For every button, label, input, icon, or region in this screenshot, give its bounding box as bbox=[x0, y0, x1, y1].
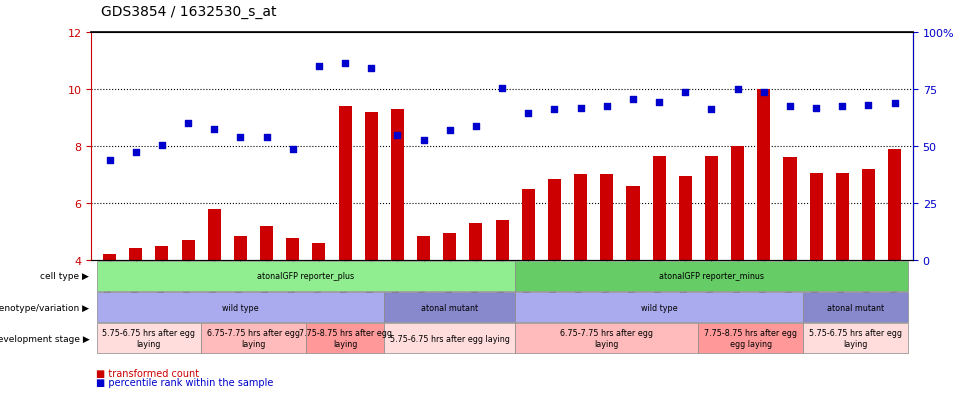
Bar bbox=[129, 249, 142, 260]
Bar bbox=[678, 176, 692, 260]
Bar bbox=[548, 179, 561, 260]
Text: ■ percentile rank within the sample: ■ percentile rank within the sample bbox=[96, 377, 274, 387]
Bar bbox=[601, 175, 613, 260]
Bar bbox=[705, 157, 718, 260]
Point bbox=[599, 104, 614, 110]
Bar bbox=[391, 110, 404, 260]
Bar bbox=[496, 221, 508, 260]
Point bbox=[678, 89, 693, 96]
Point bbox=[730, 87, 746, 93]
Text: 7.75-8.75 hrs after egg
laying: 7.75-8.75 hrs after egg laying bbox=[299, 329, 392, 348]
Text: atonal mutant: atonal mutant bbox=[826, 303, 884, 312]
Bar bbox=[627, 186, 639, 260]
Text: 6.75-7.75 hrs after egg
laying: 6.75-7.75 hrs after egg laying bbox=[207, 329, 300, 348]
Text: 6.75-7.75 hrs after egg
laying: 6.75-7.75 hrs after egg laying bbox=[560, 329, 653, 348]
Text: atonal mutant: atonal mutant bbox=[421, 303, 479, 312]
Bar bbox=[312, 243, 326, 260]
Bar bbox=[653, 157, 666, 260]
Bar bbox=[286, 239, 299, 260]
Point bbox=[311, 64, 327, 70]
Bar bbox=[208, 209, 221, 260]
Bar bbox=[836, 173, 849, 260]
Bar bbox=[862, 169, 875, 260]
Point bbox=[416, 138, 431, 144]
Text: GDS3854 / 1632530_s_at: GDS3854 / 1632530_s_at bbox=[101, 5, 277, 19]
Point bbox=[207, 126, 222, 133]
Bar bbox=[731, 147, 744, 260]
Point bbox=[363, 65, 379, 72]
Bar bbox=[338, 107, 352, 260]
Bar bbox=[522, 189, 535, 260]
Point bbox=[155, 142, 170, 149]
Point bbox=[390, 132, 406, 139]
Point bbox=[887, 101, 902, 107]
Bar bbox=[757, 90, 771, 260]
Text: wild type: wild type bbox=[222, 303, 259, 312]
Point bbox=[808, 105, 824, 112]
Bar bbox=[365, 113, 378, 260]
Bar bbox=[469, 223, 482, 260]
Point bbox=[861, 102, 876, 109]
Point bbox=[626, 97, 641, 103]
Point bbox=[128, 149, 143, 156]
Bar bbox=[103, 254, 116, 260]
Text: development stage ▶: development stage ▶ bbox=[0, 334, 89, 343]
Text: cell type ▶: cell type ▶ bbox=[40, 272, 89, 281]
Bar bbox=[417, 236, 431, 260]
Point bbox=[181, 121, 196, 127]
Bar bbox=[443, 233, 456, 260]
Text: 7.75-8.75 hrs after egg
egg laying: 7.75-8.75 hrs after egg egg laying bbox=[704, 329, 798, 348]
Text: genotype/variation ▶: genotype/variation ▶ bbox=[0, 303, 89, 312]
Text: atonalGFP reporter_plus: atonalGFP reporter_plus bbox=[258, 272, 355, 281]
Point bbox=[102, 157, 117, 164]
Point bbox=[468, 123, 483, 130]
Point bbox=[442, 128, 457, 134]
Point bbox=[756, 89, 772, 96]
Point bbox=[259, 135, 274, 141]
Bar bbox=[234, 236, 247, 260]
Point bbox=[233, 135, 248, 141]
Point bbox=[703, 107, 719, 113]
Text: 5.75-6.75 hrs after egg laying: 5.75-6.75 hrs after egg laying bbox=[390, 334, 509, 343]
Point bbox=[495, 85, 510, 92]
Bar bbox=[156, 246, 168, 260]
Point bbox=[652, 99, 667, 106]
Point bbox=[521, 111, 536, 117]
Bar bbox=[809, 173, 823, 260]
Bar bbox=[574, 175, 587, 260]
Text: 5.75-6.75 hrs after egg
laying: 5.75-6.75 hrs after egg laying bbox=[809, 329, 901, 348]
Bar bbox=[182, 240, 195, 260]
Bar bbox=[260, 226, 273, 260]
Text: 5.75-6.75 hrs after egg
laying: 5.75-6.75 hrs after egg laying bbox=[103, 329, 195, 348]
Point bbox=[285, 146, 301, 153]
Bar bbox=[888, 150, 901, 260]
Point bbox=[547, 107, 562, 113]
Point bbox=[782, 104, 798, 110]
Point bbox=[834, 104, 850, 110]
Text: wild type: wild type bbox=[641, 303, 678, 312]
Text: ■ transformed count: ■ transformed count bbox=[96, 368, 199, 378]
Point bbox=[573, 105, 588, 112]
Point bbox=[337, 61, 353, 68]
Bar bbox=[783, 158, 797, 260]
Text: atonalGFP reporter_minus: atonalGFP reporter_minus bbox=[659, 272, 764, 281]
